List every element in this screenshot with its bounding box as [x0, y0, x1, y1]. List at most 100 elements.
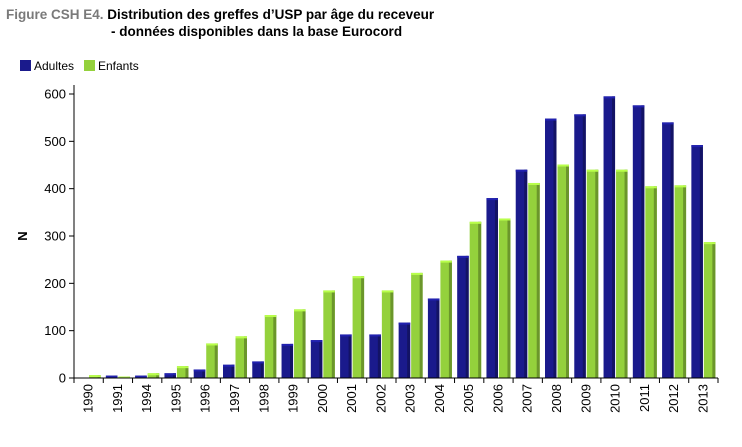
bar-body: [645, 186, 657, 378]
bar-adultes-2001: [340, 334, 352, 378]
chart-title: Figure CSH E4. Distribution des greffes …: [6, 6, 736, 40]
bar-enfants-2012: [674, 185, 687, 378]
bar-body: [193, 369, 206, 378]
bar-body: [674, 185, 687, 378]
y-tick-label: 300: [44, 229, 66, 244]
y-tick-label: 600: [44, 87, 66, 102]
bar-body: [252, 361, 264, 378]
bar-enfants-1996: [206, 343, 218, 378]
bar-enfants-1998: [264, 315, 277, 378]
bar-shade: [419, 272, 423, 378]
title-line-2: - données disponibles dans la base Euroc…: [111, 24, 403, 39]
bar-adultes-1997: [223, 364, 235, 378]
bar-enfants-1994: [147, 373, 160, 378]
bar-shade: [465, 255, 469, 378]
bar-adultes-2012: [662, 122, 674, 379]
bar-highlight: [691, 145, 703, 148]
bar-body: [545, 118, 557, 378]
bar-enfants-2010: [616, 169, 628, 378]
bar-highlight: [616, 169, 628, 172]
x-tick-label-2000: 2000: [315, 384, 330, 413]
bar-shade: [214, 343, 218, 378]
bar-body: [147, 373, 160, 378]
legend: Adultes Enfants: [20, 59, 139, 73]
bar-adultes-2007: [515, 169, 528, 378]
bar-adultes-2005: [457, 255, 469, 378]
x-tick-label-2011: 2011: [637, 384, 652, 412]
y-axis: 0 100 200 300 400 500 600 N: [15, 85, 75, 386]
bar-adultes-2000: [310, 340, 323, 378]
x-tick-label-1996: 1996: [198, 384, 213, 413]
x-tick-label-2004: 2004: [432, 384, 447, 413]
x-tick-label-2013: 2013: [695, 384, 710, 413]
bar-adultes-2004: [427, 298, 440, 378]
bar-adultes-2002: [369, 334, 381, 378]
bar-body: [703, 242, 716, 378]
bar-highlight: [352, 276, 365, 279]
y-tick-label: 500: [44, 134, 66, 149]
bar-enfants-2005: [469, 221, 482, 378]
y-tick-label: 0: [59, 371, 66, 386]
bar-highlight: [645, 186, 657, 189]
bar-highlight: [164, 373, 176, 376]
bar-shade: [260, 361, 264, 378]
bar-shade: [641, 105, 645, 379]
bar-shade: [156, 373, 160, 378]
bars: [89, 96, 716, 379]
bar-highlight: [381, 290, 394, 293]
bar-highlight: [323, 290, 335, 293]
x-tick-label-2006: 2006: [490, 384, 505, 413]
bar-shade: [407, 322, 411, 378]
bar-highlight: [440, 260, 452, 263]
bar-body: [235, 336, 247, 378]
bar-body: [398, 322, 411, 378]
bar-body: [427, 298, 440, 378]
bar-highlight: [703, 242, 716, 245]
bar-highlight: [398, 322, 411, 325]
bar-enfants-1990: [89, 375, 101, 378]
bar-adultes-1998: [252, 361, 264, 378]
bar-adultes-2010: [603, 96, 616, 378]
bar-highlight: [135, 375, 147, 378]
bar-highlight: [105, 375, 118, 378]
bar-highlight: [486, 198, 498, 201]
bar-shade: [290, 343, 294, 378]
bar-body: [323, 290, 335, 378]
bar-highlight: [147, 373, 160, 376]
bar-highlight: [340, 334, 352, 337]
bar-body: [469, 221, 482, 378]
bar-adultes-1996: [193, 369, 206, 378]
bar-shade: [699, 145, 703, 378]
bar-highlight: [369, 334, 381, 337]
bar-shade: [185, 366, 189, 378]
bar-body: [603, 96, 616, 378]
bar-shade: [478, 221, 482, 378]
x-tick-label-2003: 2003: [403, 384, 418, 413]
bar-adultes-2003: [398, 322, 411, 378]
x-tick-label-1990: 1990: [81, 384, 96, 413]
x-axis: 1990 1991 1994 1995 1996 1997 1998 1999 2000 2001…: [73, 377, 719, 413]
y-tick-label: 400: [44, 181, 66, 196]
bar-body: [176, 366, 189, 378]
x-tick-label-2012: 2012: [666, 384, 681, 413]
bar-adultes-2013: [691, 145, 703, 378]
bar-adultes-2009: [574, 114, 586, 378]
bar-body: [691, 145, 703, 378]
bar-highlight: [176, 366, 189, 369]
y-axis-label: N: [15, 231, 30, 240]
bar-enfants-1997: [235, 336, 247, 378]
bar-shade: [273, 315, 277, 378]
title-line-1: Figure CSH E4. Distribution des greffes …: [6, 6, 736, 23]
bar-body: [264, 315, 277, 378]
bar-highlight: [674, 185, 687, 188]
bar-shade: [244, 336, 247, 378]
bar-body: [381, 290, 394, 378]
bar-body: [515, 169, 528, 378]
bar-enfants-2003: [411, 272, 423, 378]
bar-enfants-1991: [118, 376, 130, 378]
bar-shade: [319, 340, 323, 378]
bar-highlight: [457, 255, 469, 258]
bar-body: [164, 373, 176, 378]
x-tick-label-1995: 1995: [168, 384, 183, 413]
